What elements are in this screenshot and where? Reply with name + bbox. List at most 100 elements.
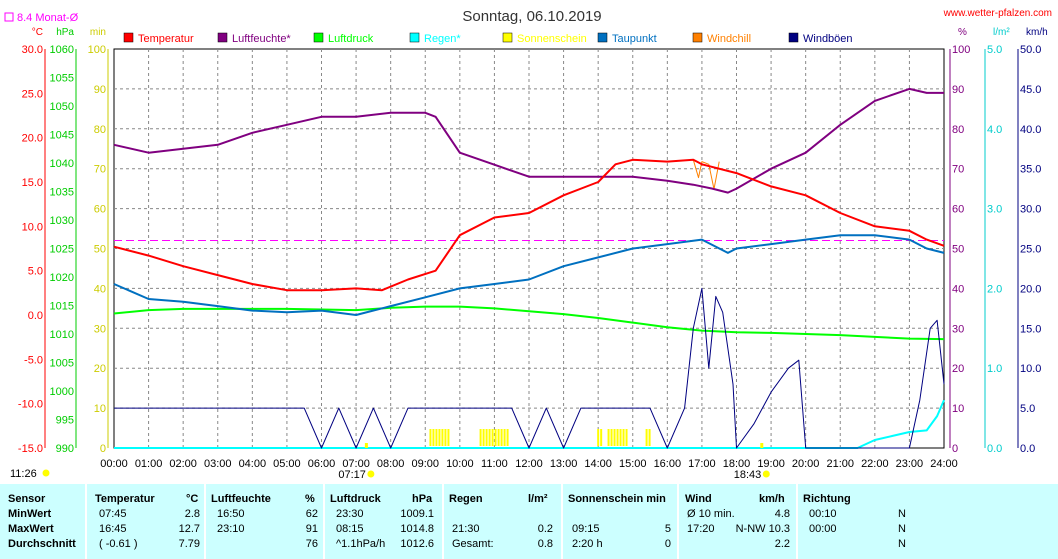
table-cell-wind-time: 17:20	[687, 523, 715, 535]
axis-unit-right: %	[958, 27, 967, 38]
tick-label-left: -15.0	[18, 443, 43, 455]
tick-label-x: 12:00	[515, 458, 543, 470]
header-press: Luftdruck	[330, 493, 381, 505]
tick-label-x: 20:00	[792, 458, 820, 470]
table-cell-temp: 12.7	[178, 523, 200, 535]
table-cell-press: 1014.8	[400, 523, 434, 535]
tick-label-x: 08:00	[377, 458, 405, 470]
table-cell-press-time: ^1.1hPa/h	[336, 538, 386, 550]
weather-chart: °C 30.0 25.0 20.0 15.0 10.0 5.0 0.0 -5.0 -10.0 -15…	[4, 8, 1052, 481]
tick-label-x: 09:00	[411, 458, 439, 470]
tick-label-right: 70	[952, 164, 964, 176]
tick-label-left: 40	[94, 283, 106, 295]
tick-label-x: 10:00	[446, 458, 474, 470]
table-cell-rain: 0.2	[537, 523, 553, 535]
series-line-windben	[114, 287, 945, 449]
tick-label-right: 3.0	[987, 204, 1002, 216]
series-lines	[113, 87, 945, 449]
tick-label-right: 50	[952, 244, 964, 256]
tick-label-x: 03:00	[204, 458, 232, 470]
tick-label-right: 50.0	[1020, 44, 1041, 56]
header-hum-unit: %	[305, 493, 315, 505]
table-cell-hum-time: 23:10	[217, 523, 245, 535]
sunrise-icon	[367, 470, 375, 478]
axis-unit-right: km/h	[1026, 27, 1048, 38]
axis-unit-left: hPa	[56, 27, 74, 38]
tick-label-left: 1045	[50, 130, 74, 142]
tick-label-x: 04:00	[239, 458, 267, 470]
table-cell-label: MinWert	[8, 508, 52, 520]
tick-label-x: 23:00	[896, 458, 924, 470]
tick-label-left: 60	[94, 204, 106, 216]
header-temp-unit: °C	[186, 493, 199, 505]
tick-label-right: 5.0	[1020, 403, 1035, 415]
table-cell-press-time: 23:30	[336, 508, 364, 520]
table-cell-sun: 5	[664, 523, 671, 535]
sunset-time: 18:43	[734, 469, 762, 481]
legend-label: Luftfeuchte*	[232, 33, 291, 45]
series-line-windchill	[692, 159, 720, 190]
tick-label-right: 2.0	[987, 283, 1002, 295]
series-line-luftfeuchte	[113, 87, 944, 194]
tick-label-left: 15.0	[22, 177, 43, 189]
tick-label-left: 1055	[50, 73, 74, 85]
tick-label-right: 10	[952, 403, 964, 415]
table-cell-rain: 0.8	[537, 538, 553, 550]
tick-label-right: 20	[952, 363, 964, 375]
table-cell-sun: 0	[664, 538, 671, 550]
legend-label: Regen*	[424, 33, 461, 45]
tick-label-x: 07:00	[342, 458, 370, 470]
tick-label-left: 25.0	[22, 88, 43, 100]
sunrise-time: 07:17	[338, 469, 366, 481]
tick-label-right: 0.0	[987, 443, 1002, 455]
table-cell-dir: N	[898, 523, 906, 535]
axis-unit-left: °C	[32, 27, 43, 38]
tick-label-left: -10.0	[18, 399, 43, 411]
sunset-icon	[762, 470, 770, 478]
legend-label: Windböen	[803, 33, 853, 45]
day-length: 11:26	[10, 468, 37, 480]
legend-swatch	[313, 32, 324, 43]
table-cell-press: 1009.1	[400, 508, 434, 520]
tick-label-right: 30	[952, 323, 964, 335]
table-cell-rain-time: 21:30	[452, 523, 480, 535]
tick-label-left: 90	[94, 84, 106, 96]
tick-label-x: 21:00	[826, 458, 854, 470]
table-cell-hum: 91	[305, 523, 318, 535]
legend-swatch	[409, 32, 420, 43]
legend-label: Windchill	[707, 33, 751, 45]
chart-grid	[113, 48, 945, 449]
tick-label-x: 22:00	[861, 458, 889, 470]
tick-label-left: 1035	[50, 187, 74, 199]
tick-label-right: 45.0	[1020, 84, 1041, 96]
table-cell-dir-time: 00:00	[809, 523, 837, 535]
tick-label-left: 80	[94, 124, 106, 136]
tick-label-left: 70	[94, 164, 106, 176]
table-cell-hum: 62	[305, 508, 318, 520]
axes: °C 30.0 25.0 20.0 15.0 10.0 5.0 0.0 -5.0 -10.0 -15…	[18, 27, 1048, 470]
tick-label-right: 30.0	[1020, 204, 1041, 216]
table-cell-press: 1012.6	[400, 538, 434, 550]
legend-label: Taupunkt	[612, 33, 657, 45]
tick-label-x: 01:00	[135, 458, 163, 470]
tick-label-right: 40.0	[1020, 124, 1041, 136]
tick-label-left: 10.0	[22, 221, 43, 233]
legend-swatch	[123, 32, 134, 43]
legend-swatch	[692, 32, 703, 43]
tick-label-left: 5.0	[28, 266, 43, 278]
tick-label-right: 80	[952, 124, 964, 136]
tick-label-right: 5.0	[987, 44, 1002, 56]
table-cell-press-time: 08:15	[336, 523, 364, 535]
table-cell-hum: 76	[305, 538, 318, 550]
tick-label-left: 1025	[50, 244, 74, 256]
tick-label-x: 19:00	[757, 458, 785, 470]
header-temp: Temperatur	[95, 493, 155, 505]
legend-swatch	[502, 32, 513, 43]
tick-label-x: 14:00	[584, 458, 612, 470]
header-hum: Luftfeuchte	[211, 493, 271, 505]
tick-label-left: 100	[88, 44, 106, 56]
monthly-avg-swatch	[4, 12, 14, 22]
tick-label-left: 1030	[50, 215, 74, 227]
site-url[interactable]: www.wetter-pfalzen.com	[943, 8, 1052, 19]
header-sensor: Sensor	[8, 493, 46, 505]
